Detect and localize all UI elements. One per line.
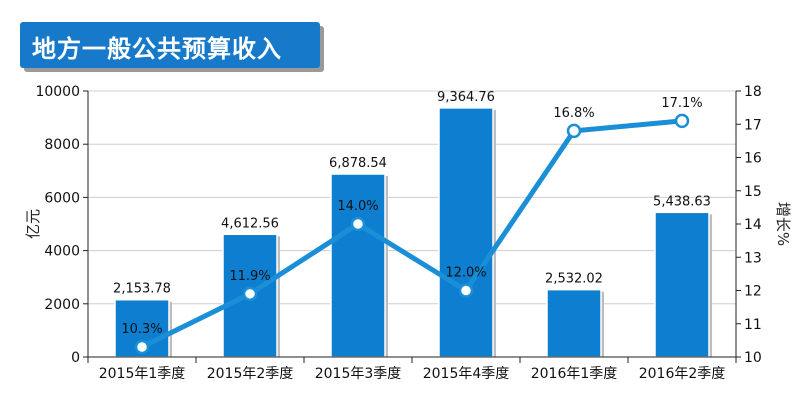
x-tick-label: 2015年1季度 — [99, 366, 186, 382]
bar-value-label: 2,532.02 — [545, 272, 603, 287]
growth-series-line — [139, 118, 685, 350]
data-labels: 2,153.78 4,612.56 6,878.54 9,364.76 2,532.02… — [113, 90, 711, 337]
x-tick-label: 2015年2季度 — [207, 366, 294, 382]
x-tick-label: 2015年3季度 — [315, 366, 402, 382]
growth-value-label: 11.9% — [229, 269, 270, 284]
growth-value-label: 12.0% — [445, 266, 486, 281]
y2-tick-label: 11 — [744, 317, 762, 333]
title-banner: 地方一般公共预算收入 — [20, 22, 320, 68]
y2-tick-label: 17 — [744, 117, 762, 133]
growth-value-label: 10.3% — [121, 322, 162, 337]
bar — [438, 107, 494, 358]
y-tick-label: 10000 — [35, 84, 80, 100]
bar-value-label: 6,878.54 — [329, 156, 387, 171]
chart-title: 地方一般公共预算收入 — [32, 35, 282, 63]
bar-value-label: 2,153.78 — [113, 282, 171, 297]
tick-labels: 0 2000 4000 6000 8000 10000 10 11 12 13 14 15 16 17 18… — [35, 84, 761, 382]
y-tick-label: 4000 — [44, 244, 80, 260]
y2-tick-label: 15 — [744, 184, 762, 200]
growth-line — [134, 113, 690, 355]
y-axis-label: 亿元 — [24, 209, 42, 239]
x-tick-label: 2016年2季度 — [639, 366, 726, 382]
y2-tick-label: 16 — [744, 151, 762, 167]
growth-value-label: 14.0% — [337, 199, 378, 214]
growth-point — [566, 123, 582, 139]
axes — [87, 91, 737, 358]
growth-point — [242, 286, 258, 302]
bar-value-label: 4,612.56 — [221, 216, 279, 231]
growth-point — [134, 339, 150, 355]
y2-tick-label: 18 — [744, 84, 762, 100]
growth-value-label: 16.8% — [553, 106, 594, 121]
y-tick-label: 8000 — [44, 137, 80, 153]
y2-tick-label: 13 — [744, 250, 762, 266]
y-tick-label: 2000 — [44, 297, 80, 313]
bars — [114, 107, 712, 358]
y2-tick-label: 10 — [744, 350, 762, 366]
bar — [330, 173, 386, 358]
bar — [546, 288, 602, 358]
bar — [654, 211, 710, 358]
gridlines — [88, 90, 736, 305]
growth-point — [458, 283, 474, 298]
growth-value-label: 17.1% — [661, 96, 702, 111]
growth-point — [674, 113, 690, 129]
bar-value-label: 5,438.63 — [653, 194, 711, 209]
bar-value-label: 9,364.76 — [437, 90, 495, 105]
x-tick-label: 2016年1季度 — [531, 366, 618, 382]
x-tick-label: 2015年4季度 — [423, 366, 510, 382]
growth-point — [350, 216, 366, 232]
y2-tick-label: 12 — [744, 284, 762, 300]
y-tick-label: 0 — [71, 350, 80, 366]
y2-tick-label: 14 — [744, 217, 762, 233]
y-tick-label: 6000 — [44, 190, 80, 206]
y2-axis-label: 增长% — [774, 202, 792, 246]
